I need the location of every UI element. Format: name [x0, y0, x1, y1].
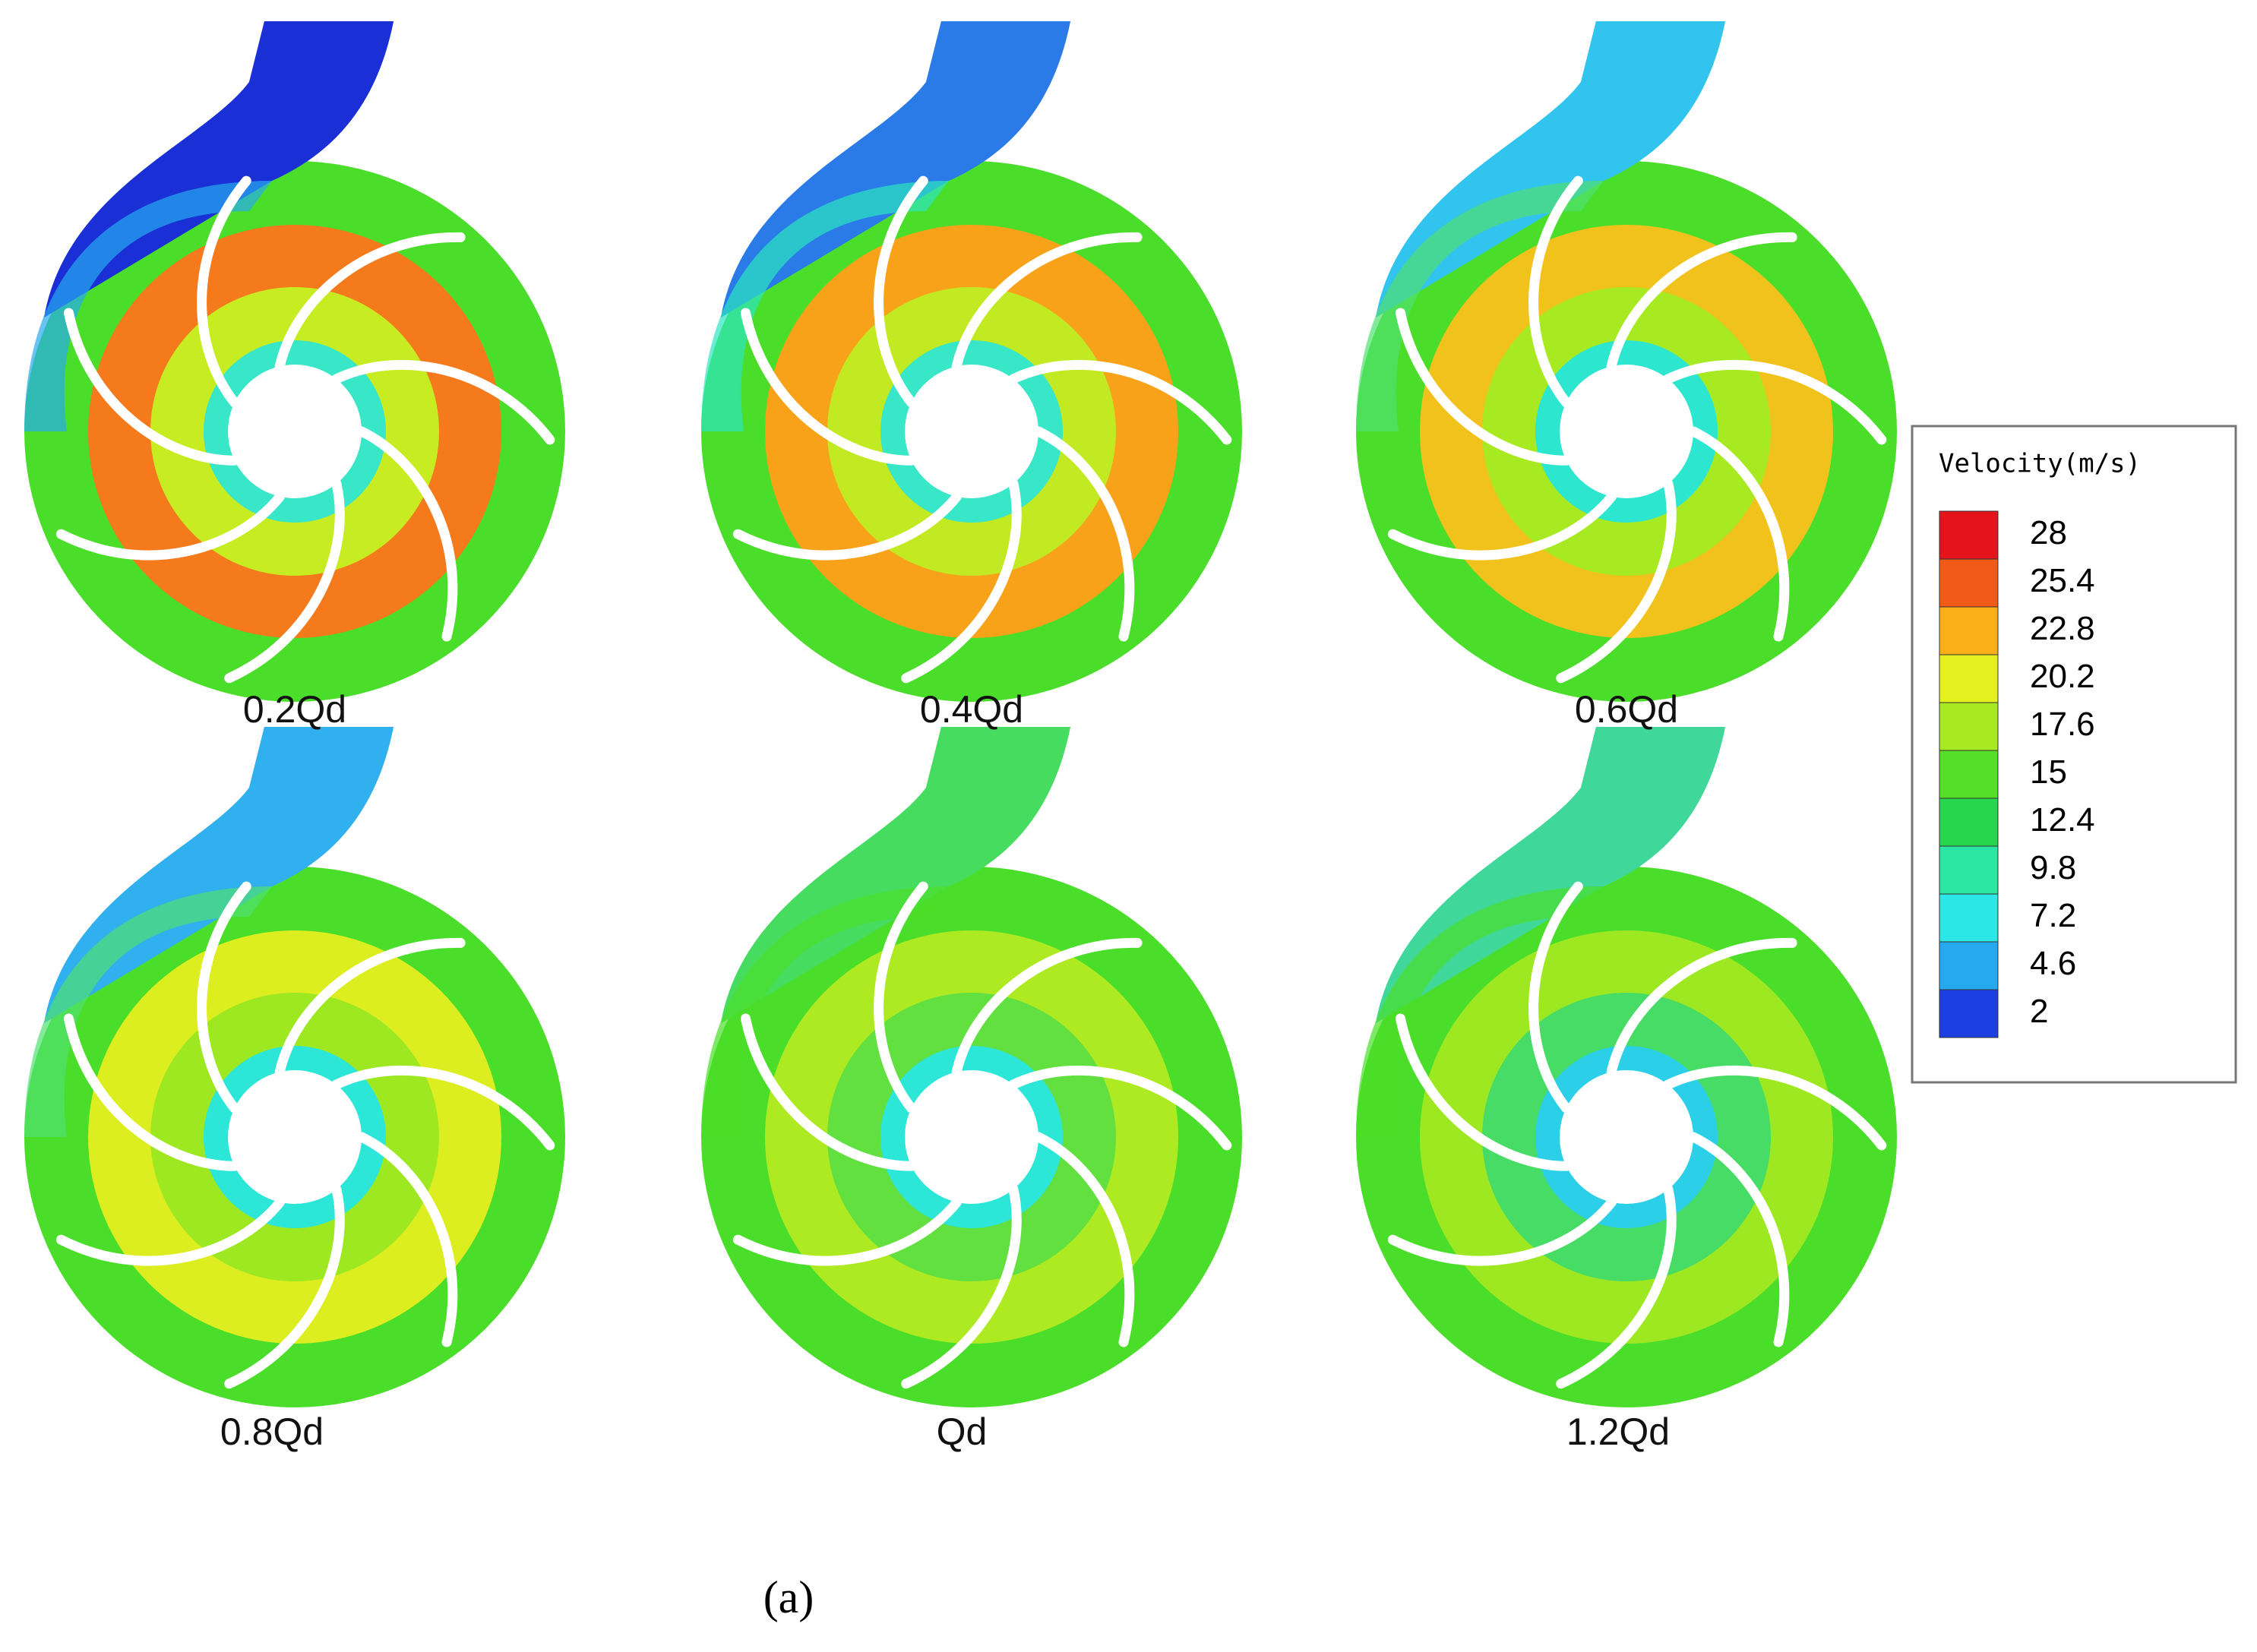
legend-tick: 7.2 — [2030, 897, 2076, 934]
legend-tick: 4.6 — [2030, 945, 2076, 982]
panel-label: 0.6Qd — [1575, 688, 1678, 731]
legend-tick: 28 — [2030, 514, 2067, 551]
legend-tick: 9.8 — [2030, 849, 2076, 886]
legend-swatch — [1939, 606, 1999, 655]
panel-label: 0.8Qd — [220, 1410, 324, 1453]
legend-swatch — [1939, 558, 1999, 608]
panel-label: 0.2Qd — [243, 688, 346, 731]
legend-tick: 25.4 — [2030, 562, 2095, 599]
legend-title: Velocity(m/s) — [1939, 449, 2141, 479]
caption: (a) — [763, 1572, 814, 1622]
legend: Velocity(m/s) 28 25.4 22.8 20.2 17.6 15 12.4 9.… — [1911, 425, 2237, 1084]
legend-tick: 2 — [2030, 993, 2048, 1030]
panel — [701, 727, 1242, 1407]
panel — [1356, 21, 1897, 702]
legend-tick: 12.4 — [2030, 801, 2095, 839]
legend-swatch — [1939, 845, 1999, 895]
legend-swatch — [1939, 750, 1999, 799]
legend-swatch — [1939, 654, 1999, 703]
panel-label: 0.4Qd — [920, 688, 1023, 731]
legend-swatch — [1939, 941, 1999, 990]
legend-tick: 22.8 — [2030, 610, 2095, 647]
legend-swatch — [1939, 893, 1999, 943]
panel-label: 1.2Qd — [1566, 1410, 1670, 1453]
legend-tick: 20.2 — [2030, 658, 2095, 695]
panel-label: Qd — [937, 1410, 988, 1453]
panel — [24, 727, 565, 1407]
legend-swatch — [1939, 510, 1999, 560]
legend-tick: 15 — [2030, 753, 2067, 791]
panel — [1356, 727, 1897, 1407]
legend-swatch — [1939, 702, 1999, 751]
legend-swatch — [1939, 989, 1999, 1038]
legend-swatch — [1939, 798, 1999, 847]
panel — [24, 21, 565, 702]
legend-tick: 17.6 — [2030, 706, 2095, 743]
panel — [701, 21, 1242, 702]
